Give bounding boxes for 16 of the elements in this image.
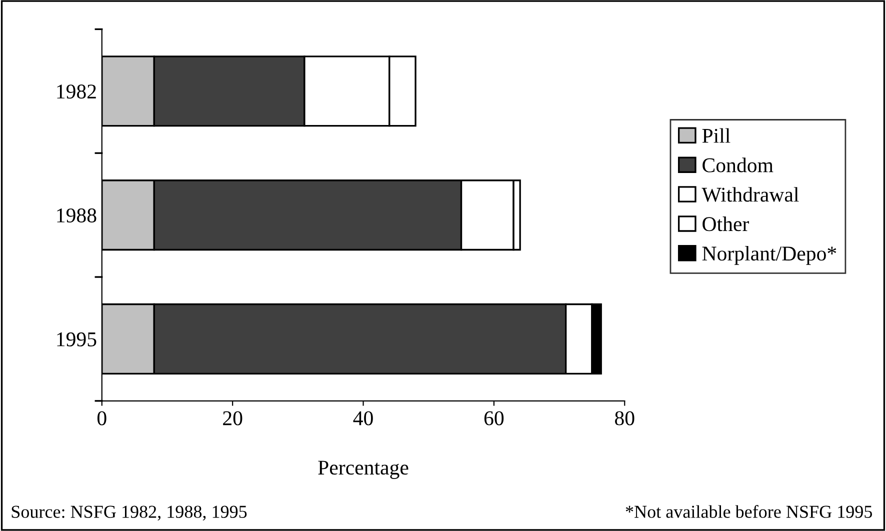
legend-label: Condom xyxy=(702,158,774,172)
legend-label: Pill xyxy=(702,128,730,143)
x-tick-label: 40 xyxy=(353,411,373,426)
legend-label: Other xyxy=(702,216,749,232)
x-tick-label: 80 xyxy=(615,411,634,426)
legend-label: Norplant/Depo* xyxy=(702,246,836,265)
y-tick-label: 1995 xyxy=(57,332,96,346)
x-tick-label: 0 xyxy=(97,411,106,426)
source-note: Source: NSFG 1982, 1988, 1995 xyxy=(12,506,247,520)
text: *Not available before NSFG 1995 xyxy=(626,505,872,518)
x-axis-title: Percentage xyxy=(318,460,408,479)
x-tick-label: 20 xyxy=(223,411,242,426)
x-tick-label: 60 xyxy=(484,411,504,426)
legend-label: Withdrawal xyxy=(702,187,799,202)
y-tick-label: 1988 xyxy=(57,208,96,222)
y-tick-label: 1982 xyxy=(57,84,96,99)
